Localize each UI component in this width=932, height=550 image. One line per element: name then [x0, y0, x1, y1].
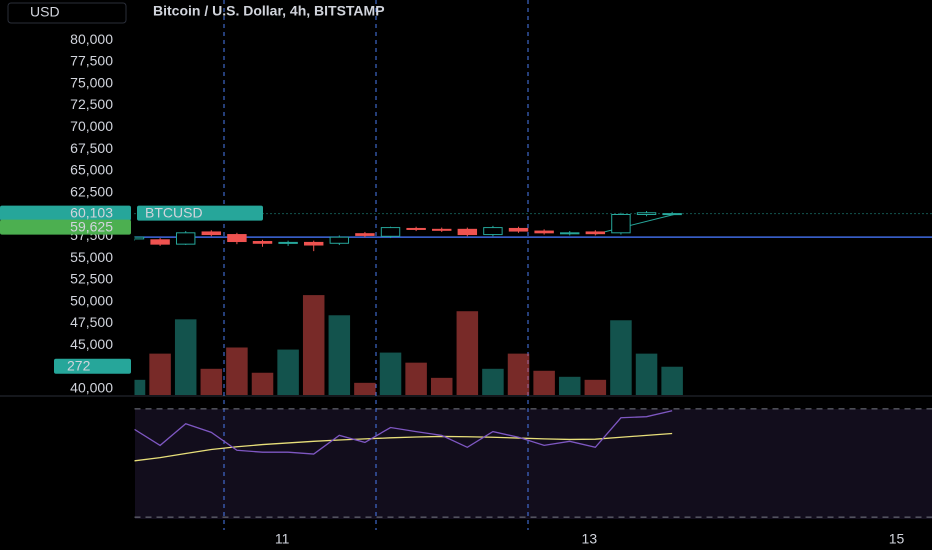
y-tick-label: 62,500 [70, 183, 113, 199]
candle-body [227, 234, 247, 243]
y-tick-label: 55,000 [70, 249, 113, 265]
candle-body [432, 228, 452, 231]
candle-body [329, 236, 350, 244]
trend-line [595, 213, 677, 235]
volume-bar [277, 349, 299, 395]
y-tick-label: 45,000 [70, 336, 113, 352]
y-tick-label: 72,500 [70, 96, 113, 112]
candle-body [585, 231, 606, 235]
secondary-label-box [0, 219, 131, 235]
price-label: 60,103 [70, 204, 113, 220]
candle-body [662, 213, 682, 216]
candle-body [457, 228, 478, 236]
candle-body [508, 227, 529, 232]
symbol-label: BTCUSD [145, 204, 203, 220]
y-tick-label: 80,000 [70, 31, 113, 47]
chart-title: Bitcoin / U.S. Dollar, 4h, BITSTAMP [153, 3, 385, 19]
volume-bar [584, 379, 607, 395]
y-tick-label: 75,000 [70, 74, 113, 90]
candle-body [483, 227, 503, 236]
volume-bar [200, 368, 223, 395]
plot-area [134, 211, 932, 462]
candle-body [380, 227, 401, 237]
volume-bar [610, 320, 632, 395]
volume-bar [251, 372, 274, 395]
candle-body [252, 241, 273, 244]
volume-bar [507, 353, 530, 395]
volume-label-box [54, 358, 131, 374]
candle-body [150, 239, 170, 245]
volume-bar [430, 377, 453, 395]
currency: USD [30, 4, 60, 20]
volume-bar [558, 376, 581, 395]
candle-body [406, 227, 426, 230]
y-tick-label: 67,500 [70, 140, 113, 156]
y-tick-label: 65,000 [70, 162, 113, 178]
symbol-label-box [137, 205, 263, 221]
volume-bar [149, 353, 171, 395]
rsi-ma-line [134, 432, 673, 462]
volume-bar [174, 319, 197, 395]
volume-bar [635, 353, 658, 395]
volume-bar [379, 352, 402, 395]
currency-box[interactable] [7, 2, 127, 24]
volume-bar [533, 370, 555, 395]
volume-bar [226, 347, 248, 395]
candle-body [636, 212, 657, 216]
volume-bar [482, 368, 504, 395]
candle-body [560, 232, 580, 235]
secondary-label: 59,625 [70, 218, 113, 234]
x-tick-label: 11 [275, 531, 290, 547]
candle-body [278, 241, 298, 244]
candle-body [303, 241, 324, 246]
volume-bar [302, 295, 325, 395]
candle-body [175, 232, 196, 245]
x-tick-label: 15 [889, 531, 905, 547]
y-tick-label: 47,500 [70, 314, 113, 330]
volume-bar [328, 315, 351, 395]
volume-bar [134, 379, 146, 395]
rsi-line [134, 410, 673, 455]
x-tick-label: 13 [582, 531, 598, 547]
candle-body [134, 236, 145, 240]
volume-bar [456, 311, 479, 395]
volume-bar [354, 382, 376, 395]
y-tick-label: 52,500 [70, 271, 113, 287]
volume-label: 272 [67, 357, 91, 373]
candle-body [355, 233, 375, 236]
rsi-band [135, 409, 932, 519]
candle-body [201, 231, 222, 236]
price-label-box [0, 205, 131, 221]
y-tick-label: 77,500 [70, 53, 113, 69]
y-tick-label: 50,000 [70, 292, 113, 308]
volume-bar [661, 366, 683, 395]
volume-bar [405, 362, 427, 395]
candle-body [534, 230, 554, 234]
y-tick-label: 70,000 [70, 118, 113, 134]
candle-body [611, 214, 631, 234]
y-tick-label: 40,000 [70, 380, 113, 396]
